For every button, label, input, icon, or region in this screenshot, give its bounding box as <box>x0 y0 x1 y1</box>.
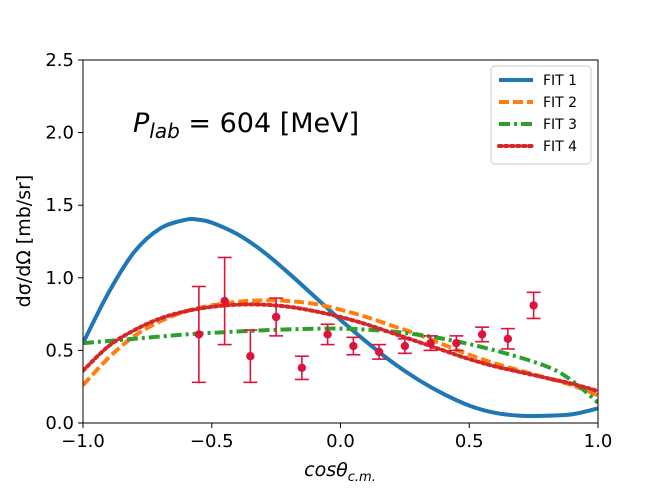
y-tick-label: 1.5 <box>45 195 74 216</box>
data-point <box>526 291 541 320</box>
data-marker <box>400 341 410 351</box>
x-axis-label: cosθc.m. <box>304 459 376 485</box>
x-axis-label-main: cosθ <box>304 459 348 481</box>
data-marker <box>349 341 358 351</box>
x-tick-label: −1.0 <box>61 431 105 452</box>
data-marker <box>194 330 204 339</box>
data-point <box>500 327 515 350</box>
x-tick-label: 1.0 <box>584 431 613 452</box>
annotation-subscript: lab <box>149 119 180 143</box>
y-tick-label: 0.0 <box>45 413 74 434</box>
legend-label: FIT 3 <box>543 117 577 133</box>
series-line-4 <box>83 302 598 394</box>
series-line-3 <box>83 326 598 405</box>
y-axis-label: dσ/dΩ [mb/sr] <box>13 175 35 308</box>
y-tick-label: 0.5 <box>45 340 74 361</box>
data-marker <box>426 338 435 348</box>
data-point <box>372 343 387 360</box>
data-marker <box>374 347 384 357</box>
data-point <box>191 285 206 384</box>
data-marker <box>452 338 461 348</box>
data-marker <box>297 363 307 373</box>
data-point <box>269 297 284 337</box>
data-point <box>320 323 335 346</box>
data-point <box>397 337 412 355</box>
data-point <box>294 355 309 381</box>
data-marker <box>477 330 487 339</box>
legend-label: FIT 4 <box>543 139 577 155</box>
data-point <box>449 335 464 352</box>
legend-item: FIT 1 <box>499 73 577 89</box>
data-marker <box>271 312 281 322</box>
legend-item: FIT 3 <box>499 117 577 133</box>
data-marker <box>529 301 538 310</box>
annotation-prefix: P <box>133 108 150 139</box>
data-point <box>423 335 438 352</box>
data-marker <box>503 334 513 343</box>
legend-item: FIT 4 <box>497 139 577 155</box>
legend-label: FIT 2 <box>543 95 577 111</box>
data-marker <box>220 296 229 306</box>
data-marker <box>323 330 332 339</box>
y-tick-label: 2.0 <box>45 123 74 144</box>
x-tick-label: −0.5 <box>190 431 234 452</box>
data-point <box>475 326 490 343</box>
annotation-value: = 604 [MeV] <box>180 108 359 139</box>
y-tick-label: 1.0 <box>45 268 74 289</box>
legend-item: FIT 2 <box>499 95 577 111</box>
x-axis-label-sub: c.m. <box>348 470 376 485</box>
series-line-2 <box>83 298 598 398</box>
annotation: Plab = 604 [MeV] <box>133 108 359 143</box>
data-point <box>346 336 361 356</box>
legend: FIT 1 FIT 2 FIT 3 FIT 4 <box>490 65 592 165</box>
data-point <box>217 256 232 346</box>
data-point <box>243 329 258 384</box>
legend-label: FIT 1 <box>543 73 577 89</box>
x-tick-label: 0.0 <box>326 431 355 452</box>
y-tick-label: 2.5 <box>45 50 74 71</box>
data-marker <box>246 352 255 361</box>
legend-box <box>490 65 592 165</box>
x-tick-label: 0.5 <box>455 431 484 452</box>
